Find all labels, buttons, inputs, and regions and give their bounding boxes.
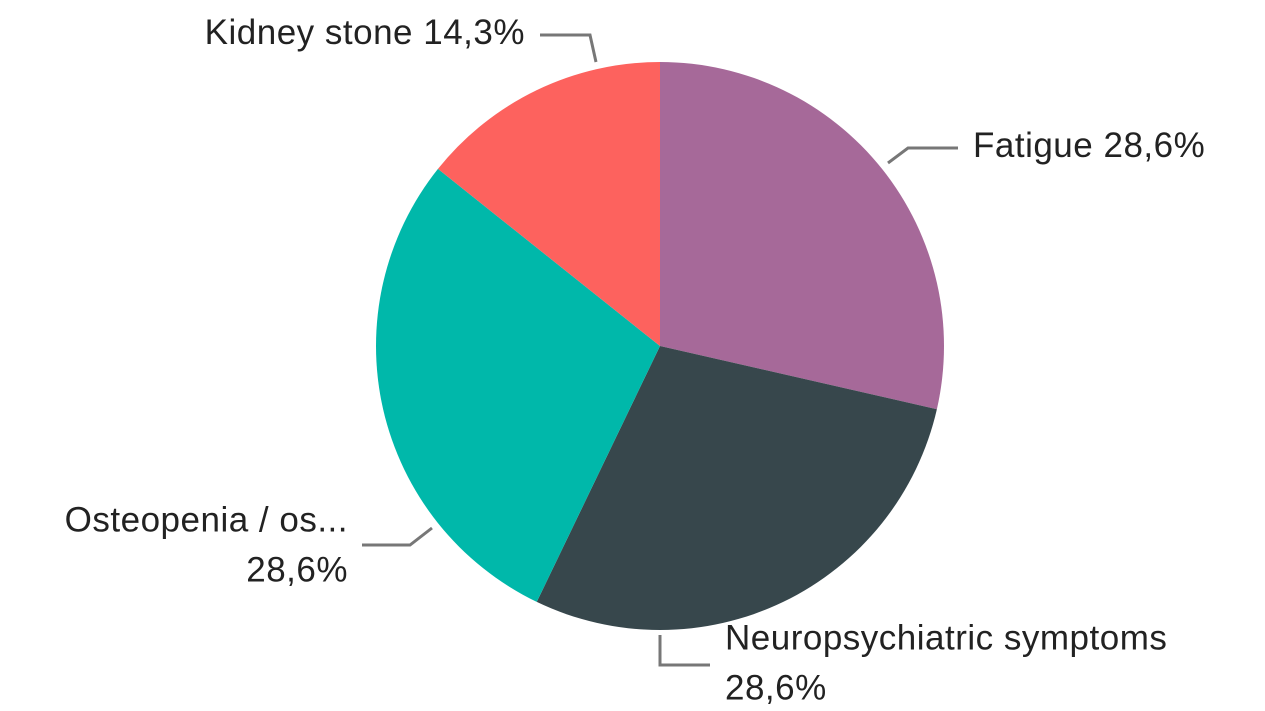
value-label: 28,6% (725, 668, 827, 707)
slice-label: Kidney stone 14,3% (205, 13, 525, 52)
pie-slice (536, 346, 937, 630)
leader-line (362, 526, 433, 547)
leader-line (658, 635, 710, 667)
pie-slice (660, 62, 944, 410)
value-label: 28,6% (246, 550, 348, 589)
leader-line (540, 33, 598, 63)
value-label: 28,6% (1103, 126, 1205, 165)
leader-line (887, 146, 958, 165)
category-label: Kidney stone (205, 13, 413, 52)
category-label: Fatigue (973, 126, 1093, 165)
slice-label: Neuropsychiatric symptoms (725, 618, 1167, 657)
slice-label: Fatigue 28,6% (973, 126, 1205, 165)
value-label: 14,3% (423, 13, 525, 52)
pie-slice (375, 168, 660, 602)
pie-slice (437, 62, 660, 346)
slice-label: Osteopenia / os... (65, 500, 348, 539)
